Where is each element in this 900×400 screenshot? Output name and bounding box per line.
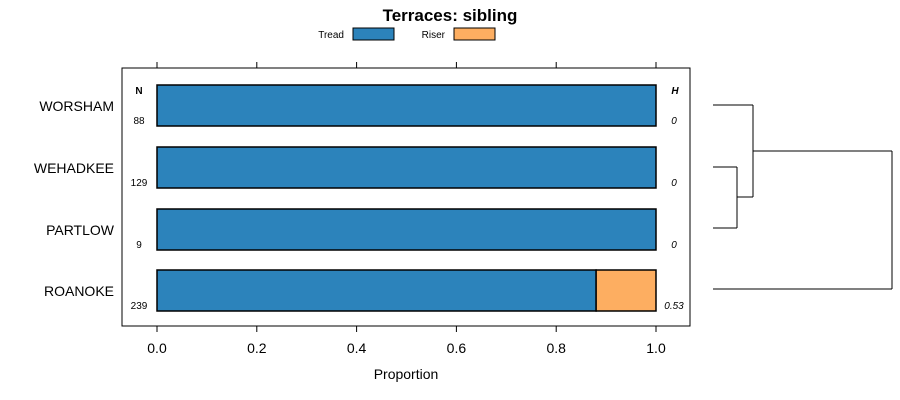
- h-value: 0: [671, 240, 677, 251]
- bar-tread-roanoke: [156, 269, 597, 312]
- n-value: 129: [131, 178, 148, 189]
- bar-group: [156, 84, 657, 312]
- legend-label-riser: Riser: [422, 30, 446, 41]
- x-tick-label: 0.8: [546, 340, 566, 356]
- bar-tread-partlow: [156, 208, 657, 251]
- x-tick-label: 1.0: [646, 340, 666, 356]
- category-labels: WORSHAM 88 0 WEHADKEE 129 0 PARTLOW 9 0 ROANOKE 23…: [34, 98, 684, 312]
- chart-title: Terraces: sibling: [383, 6, 518, 25]
- x-axis-title: Proportion: [374, 366, 439, 382]
- x-tick-label: 0.4: [347, 340, 367, 356]
- category-label: WORSHAM: [39, 98, 114, 114]
- h-column-header: H: [671, 86, 679, 97]
- h-value: 0: [671, 178, 677, 189]
- dendrogram: [713, 104, 893, 290]
- bar-tread-worsham: [156, 84, 657, 127]
- n-value: 239: [131, 301, 148, 312]
- x-tick-label: 0.0: [147, 340, 167, 356]
- category-label: WEHADKEE: [34, 160, 114, 176]
- category-label: PARTLOW: [46, 222, 115, 238]
- legend: Tread Riser: [318, 27, 496, 41]
- h-value: 0: [671, 116, 677, 127]
- bar-tread-wehadkee: [156, 146, 657, 189]
- category-label: ROANOKE: [44, 283, 114, 299]
- n-value: 88: [133, 116, 145, 127]
- x-tick-label: 0.6: [447, 340, 467, 356]
- n-column-header: N: [135, 86, 142, 97]
- legend-swatch-tread: [352, 27, 395, 41]
- x-tick-label: 0.2: [247, 340, 267, 356]
- legend-label-tread: Tread: [318, 30, 344, 41]
- plot-frame: [121, 67, 691, 327]
- h-value: 0.53: [664, 301, 684, 312]
- bar-riser-roanoke: [595, 269, 657, 312]
- x-axis: 0.0 0.2 0.4 0.6 0.8 1.0: [147, 62, 666, 356]
- n-value: 9: [136, 240, 142, 251]
- legend-swatch-riser: [453, 27, 496, 41]
